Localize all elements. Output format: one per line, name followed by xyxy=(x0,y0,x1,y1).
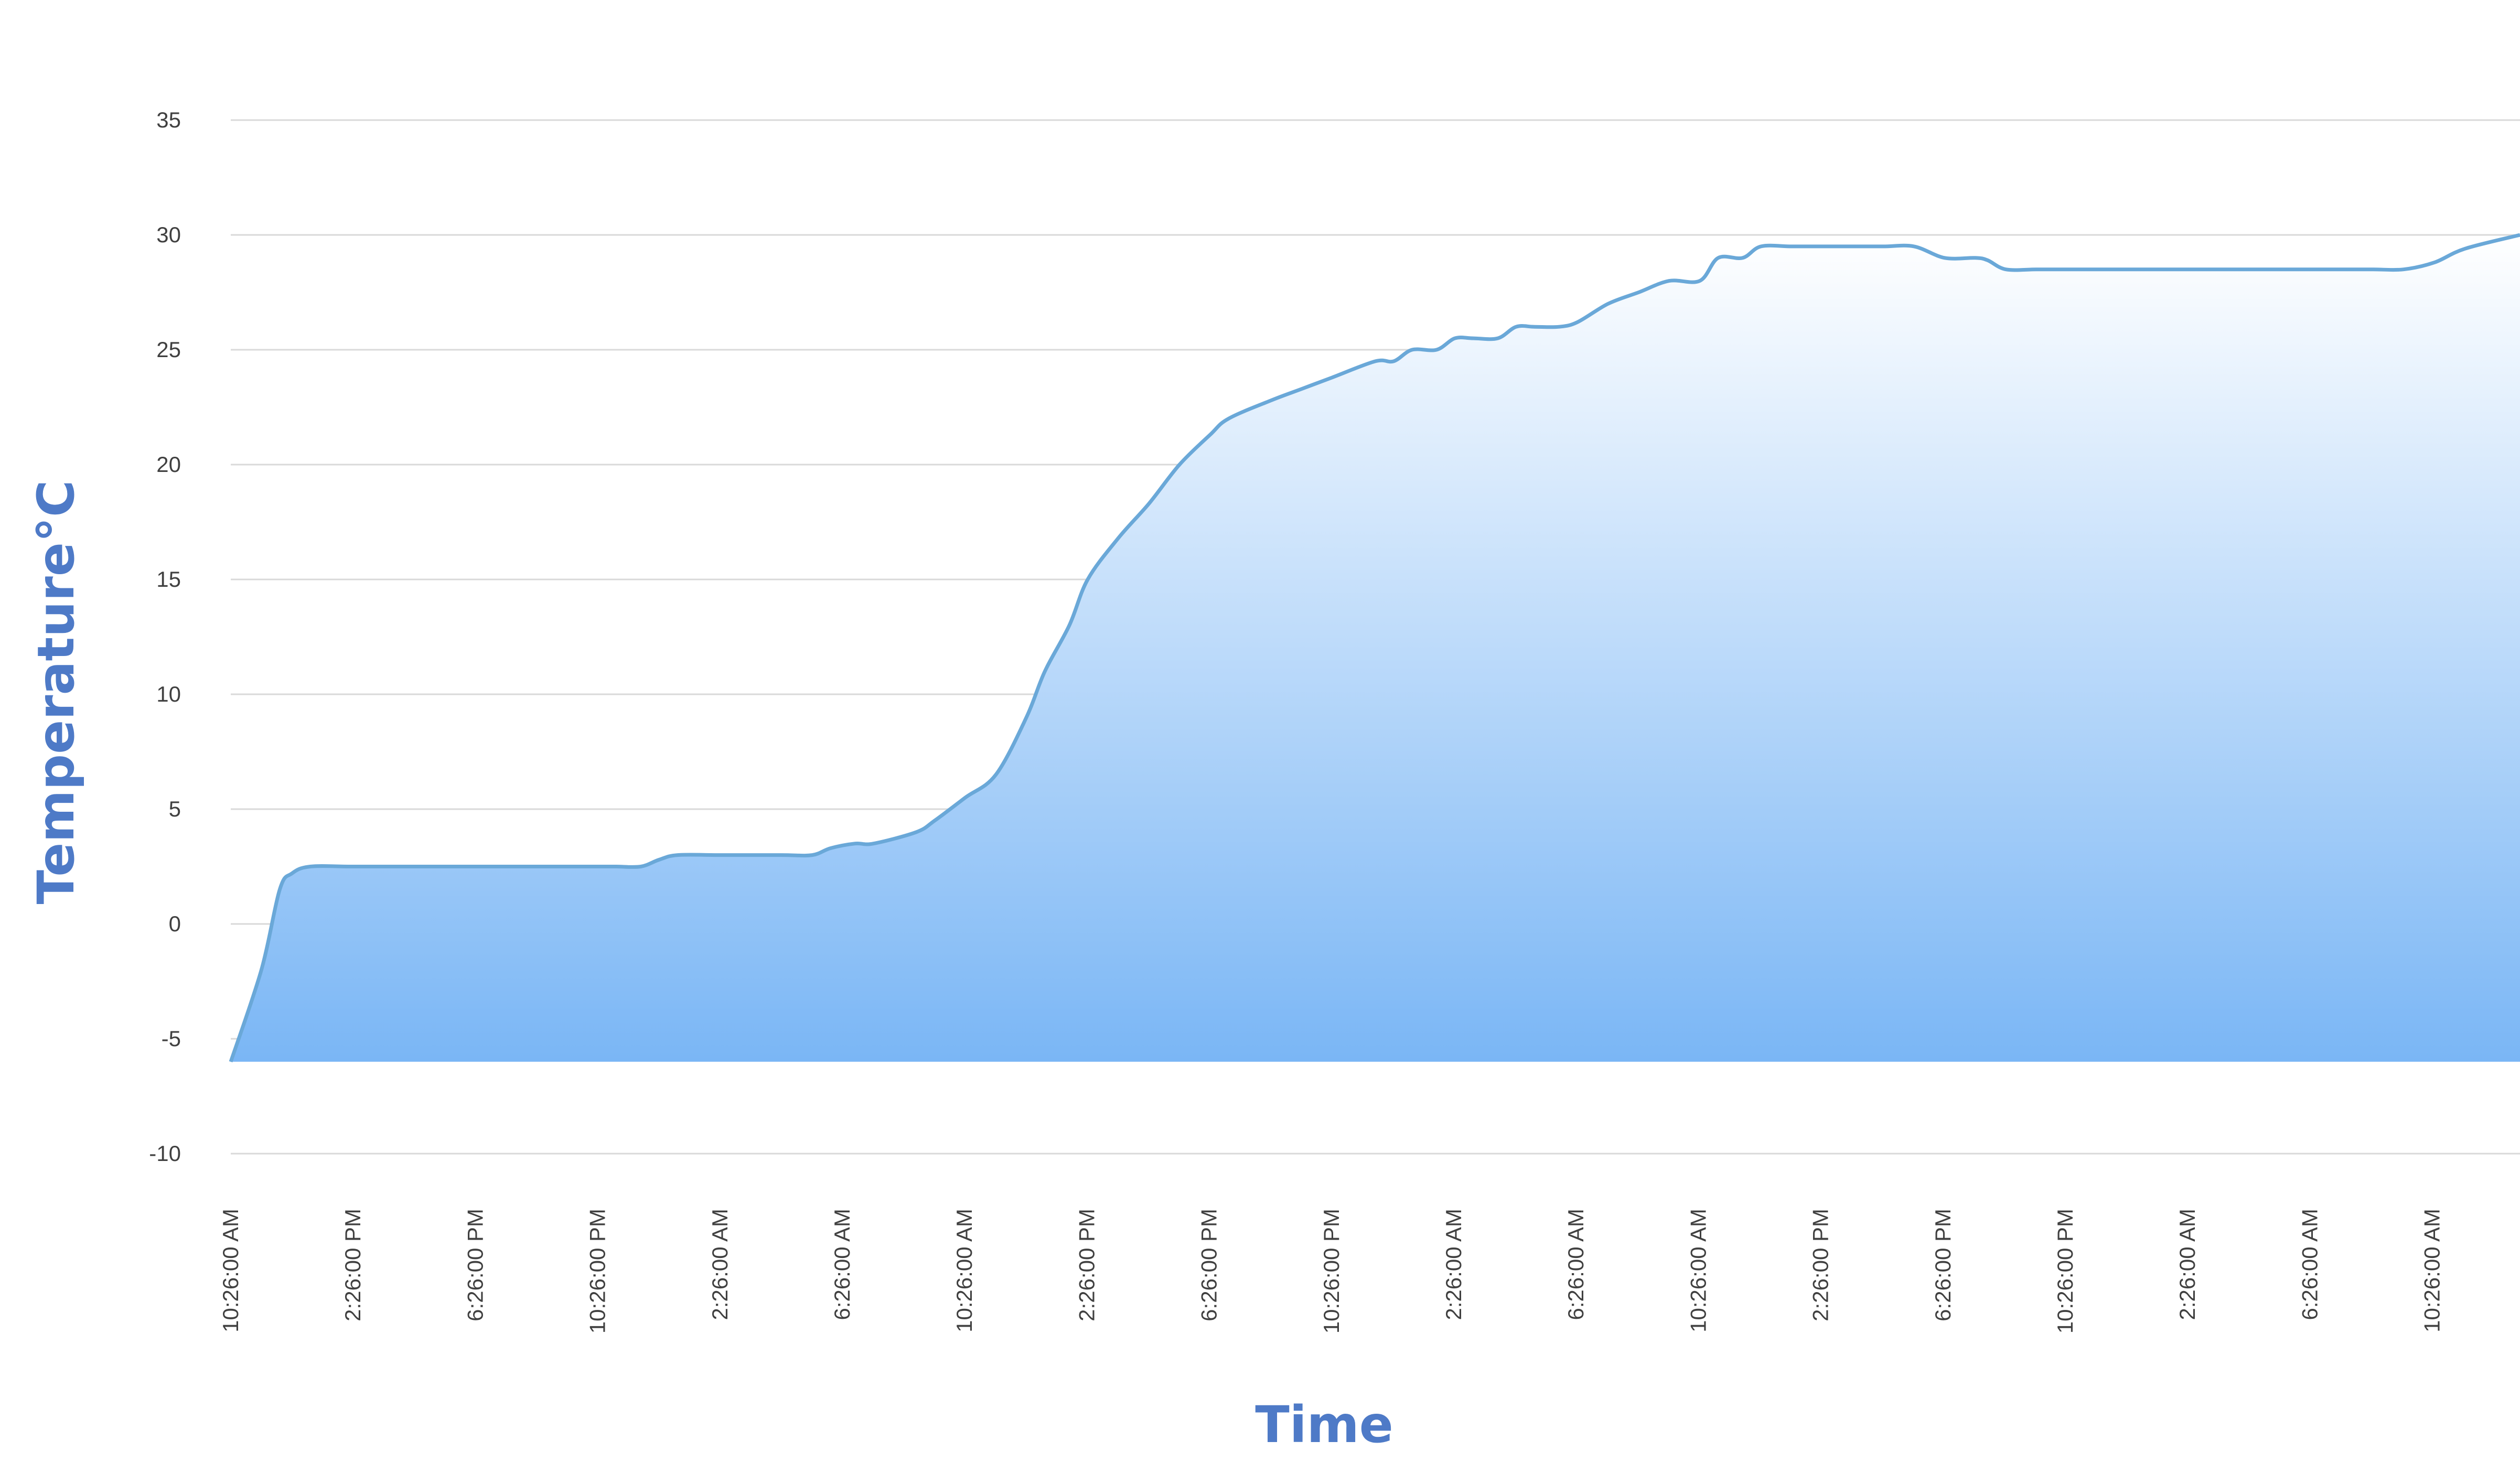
x-tick-label: 2:26:00 AM xyxy=(1441,1209,1466,1320)
area-series xyxy=(229,233,2520,1062)
y-tick-label: 0 xyxy=(169,911,181,936)
x-tick-label: 6:26:00 PM xyxy=(463,1209,487,1321)
x-tick-label: 2:26:00 AM xyxy=(707,1209,732,1320)
x-tick-label: 2:26:00 PM xyxy=(340,1209,365,1321)
x-tick-label: 10:26:00 PM xyxy=(585,1209,610,1334)
y-axis-title: Temperature°C xyxy=(27,480,85,905)
x-tick-label: 2:26:00 AM xyxy=(2175,1209,2200,1320)
x-tick-label: 6:26:00 AM xyxy=(2297,1209,2322,1320)
x-tick-label: 6:26:00 PM xyxy=(1197,1209,1221,1321)
temperature-area-fill xyxy=(231,235,2520,1062)
temperature-line xyxy=(229,233,2520,1062)
y-tick-label: -10 xyxy=(149,1141,181,1166)
x-axis-ticks: 10:26:00 AM 2:26:00 PM 6:26:00 PM 10:26:00 … xyxy=(218,1209,2444,1334)
x-tick-label: 10:26:00 AM xyxy=(2420,1209,2444,1332)
x-tick-label: 2:26:00 PM xyxy=(1074,1209,1099,1321)
x-tick-label: 2:26:00 PM xyxy=(1808,1209,1833,1321)
y-tick-label: 25 xyxy=(156,337,181,362)
x-tick-label: 6:26:00 AM xyxy=(1563,1209,1588,1320)
x-tick-label: 10:26:00 AM xyxy=(218,1209,243,1332)
x-tick-label: 10:26:00 AM xyxy=(1686,1209,1710,1332)
y-tick-label: 35 xyxy=(156,107,181,132)
x-tick-label: 10:26:00 AM xyxy=(952,1209,977,1332)
x-tick-label: 10:26:00 PM xyxy=(2053,1209,2077,1334)
y-tick-label: 5 xyxy=(169,797,181,821)
x-axis-title: Time xyxy=(1255,1395,1393,1454)
x-tick-label: 10:26:00 PM xyxy=(1319,1209,1344,1334)
y-tick-label: 10 xyxy=(156,682,181,706)
y-tick-label: -5 xyxy=(162,1026,181,1051)
y-tick-label: 30 xyxy=(156,222,181,247)
y-tick-label: 15 xyxy=(156,567,181,592)
x-tick-label: 6:26:00 AM xyxy=(830,1209,854,1320)
x-tick-label: 6:26:00 PM xyxy=(1931,1209,1955,1321)
y-tick-label: 20 xyxy=(156,452,181,477)
y-axis-ticks: -10 -5 0 5 10 15 20 25 30 35 xyxy=(149,107,181,1166)
